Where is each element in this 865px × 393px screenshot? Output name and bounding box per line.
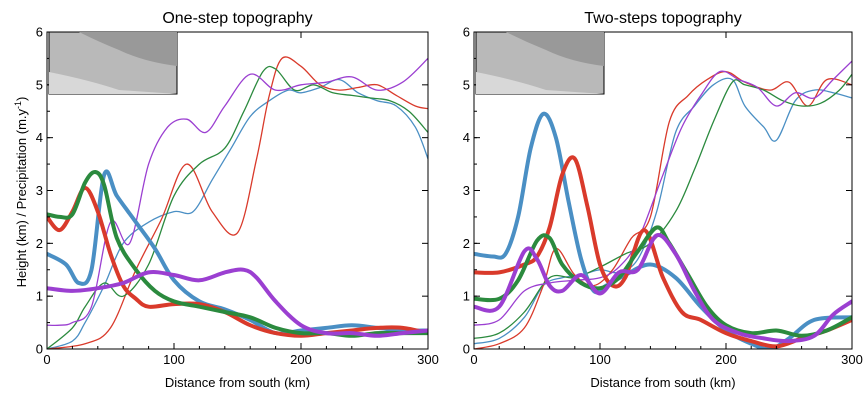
y-axis-label-end: ) — [14, 97, 29, 101]
inset-plateau — [79, 32, 177, 66]
x-axis-label: Distance from south (km) — [590, 375, 735, 390]
y-tick-label: 3 — [463, 183, 470, 198]
height-line — [474, 225, 852, 338]
x-tick-label: 100 — [163, 352, 185, 367]
precipitation-line — [47, 56, 428, 349]
y-tick-label: 2 — [36, 236, 43, 251]
y-axis-label: Height (km) / Precipitation (m.y-1) — [13, 97, 29, 288]
panel-one-step: One-step topography Distance from south … — [36, 10, 439, 390]
height-line — [47, 267, 428, 338]
x-tick-label: 200 — [715, 352, 737, 367]
y-tick-label: 2 — [463, 236, 470, 251]
height-line — [47, 170, 428, 338]
y-tick-label: 3 — [36, 183, 43, 198]
series-group — [47, 56, 428, 349]
x-tick-label: 0 — [43, 352, 50, 367]
height-line — [47, 169, 428, 336]
panel-two-steps: Two-steps topography Distance from south… — [463, 10, 863, 390]
inset-plateau — [506, 32, 604, 66]
x-tick-label: 0 — [470, 352, 477, 367]
inset-map — [48, 31, 178, 95]
inset-lowland — [49, 72, 177, 94]
precipitation-line — [47, 65, 428, 349]
y-tick-label: 4 — [36, 130, 43, 145]
y-tick-label: 4 — [463, 130, 470, 145]
precipitation-line — [47, 57, 428, 327]
x-tick-label: 300 — [417, 352, 439, 367]
y-tick-label: 6 — [36, 25, 43, 40]
precipitation-line — [474, 77, 852, 345]
series-group — [474, 60, 852, 349]
precipitation-line — [474, 73, 852, 340]
x-axis-label: Distance from south (km) — [165, 375, 310, 390]
height-line — [474, 233, 852, 344]
y-tick-label: 5 — [36, 77, 43, 92]
y-tick-label: 5 — [463, 77, 470, 92]
y-axis-label-main: Height (km) / Precipitation (m.y — [14, 108, 29, 287]
precipitation-line — [47, 78, 428, 349]
y-tick-label: 0 — [463, 342, 470, 357]
y-axis-label-sup: -1 — [13, 101, 23, 109]
panel-title: One-step topography — [162, 10, 312, 27]
x-tick-label: 300 — [841, 352, 863, 367]
panel-title: Two-steps topography — [584, 10, 741, 27]
y-tick-label: 6 — [463, 25, 470, 40]
x-tick-label: 100 — [589, 352, 611, 367]
y-tick-label: 1 — [36, 289, 43, 304]
inset-lowland — [476, 72, 604, 94]
inset-map — [475, 31, 605, 95]
height-line — [474, 155, 852, 349]
x-tick-label: 200 — [290, 352, 312, 367]
y-tick-label: 1 — [463, 289, 470, 304]
y-tick-label: 0 — [36, 342, 43, 357]
